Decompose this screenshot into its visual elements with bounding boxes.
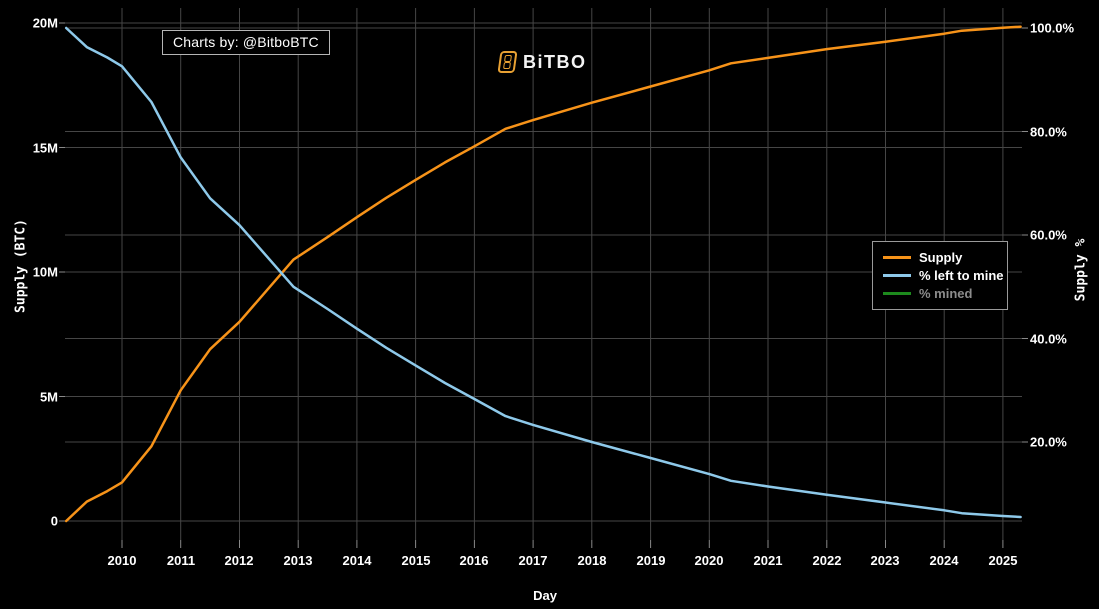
left-tick-label: 15M [32, 140, 58, 156]
x-tick-label: 2012 [224, 553, 254, 568]
x-tick-label: 2025 [988, 553, 1018, 568]
x-tick-label: 2023 [870, 553, 900, 568]
x-tick-label: 2018 [577, 553, 607, 568]
left-to-mine-line[interactable] [64, 26, 1022, 519]
x-tick-label: 2014 [342, 553, 372, 568]
x-axis-title: Day [533, 588, 557, 603]
supply-line[interactable] [64, 25, 1022, 523]
legend-swatch [883, 255, 911, 259]
x-tick-label: 2013 [283, 553, 313, 568]
right-tick-label: 80.0% [1030, 124, 1067, 140]
legend-label: Supply [919, 249, 963, 265]
x-tick-label: 2019 [636, 553, 666, 568]
right-tick-label: 20.0% [1030, 434, 1067, 450]
left-tick-label: 0 [50, 513, 58, 529]
x-tick-label: 2022 [812, 553, 842, 568]
x-tick-label: 2024 [929, 553, 959, 568]
legend-item-supply[interactable]: Supply [873, 248, 1007, 266]
x-tick-label: 2021 [753, 553, 783, 568]
legend: Supply % left to mine % mined [872, 241, 1008, 310]
left-tick-label: 5M [39, 389, 58, 405]
legend-swatch [883, 273, 911, 277]
legend-swatch [883, 291, 911, 295]
right-tick-label: 40.0% [1030, 331, 1067, 347]
x-tick-label: 2016 [459, 553, 489, 568]
left-axis-title: Supply (BTC) [13, 219, 29, 313]
right-axis-title: Supply % [1073, 238, 1089, 302]
x-tick-label: 2011 [166, 553, 196, 568]
x-tick-label: 2015 [401, 553, 431, 568]
x-tick-label: 2010 [107, 553, 137, 568]
charts-by-watermark: Charts by: @BitboBTC [162, 30, 330, 55]
legend-item-mined[interactable]: % mined [873, 284, 1007, 302]
legend-item-left-to-mine[interactable]: % left to mine [873, 266, 1007, 284]
right-tick-label: 60.0% [1030, 227, 1067, 243]
watermark-text: Charts by: @BitboBTC [173, 34, 319, 50]
legend-label: % mined [919, 285, 973, 301]
left-tick-label: 10M [32, 264, 58, 280]
right-tick-label: 100.0% [1030, 20, 1075, 36]
bitbo-logo-text: BiTBO [523, 51, 587, 72]
bitbo-logo: BiTBO [497, 51, 587, 73]
left-tick-label: 20M [32, 15, 58, 31]
bitbo-b-icon [497, 51, 518, 73]
x-tick-label: 2020 [694, 553, 724, 568]
legend-label: % left to mine [919, 267, 1004, 283]
x-tick-label: 2017 [518, 553, 548, 568]
